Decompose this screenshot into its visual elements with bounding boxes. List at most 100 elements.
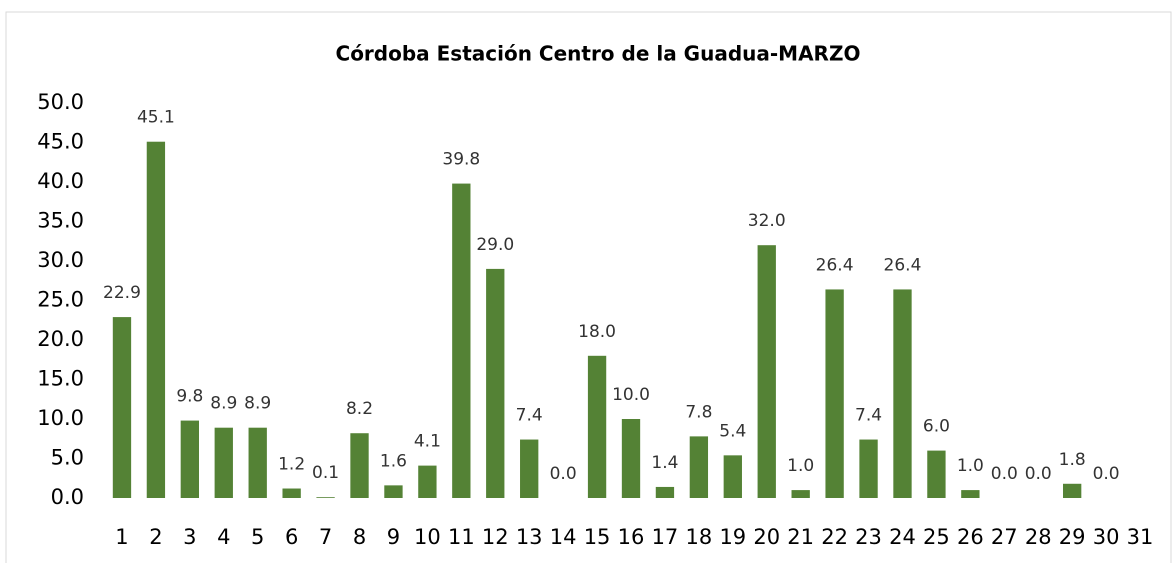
value-label: 7.4 xyxy=(516,406,543,426)
x-tick-label: 28 xyxy=(1025,525,1052,549)
x-tick-label: 30 xyxy=(1093,525,1120,549)
bar xyxy=(146,141,166,498)
x-tick-label: 8 xyxy=(353,525,366,549)
y-tick-label: 35.0 xyxy=(37,209,84,233)
x-tick-label: 7 xyxy=(319,525,332,549)
x-tick-label: 20 xyxy=(753,525,780,549)
value-label: 45.1 xyxy=(137,108,175,128)
y-tick-label: 25.0 xyxy=(37,288,84,312)
y-tick-label: 5.0 xyxy=(51,446,84,470)
bar xyxy=(859,439,878,498)
bar xyxy=(452,183,471,498)
bar xyxy=(927,450,946,498)
x-tick-label: 31 xyxy=(1127,525,1154,549)
x-tick-label: 5 xyxy=(251,525,264,549)
x-tick-label: 3 xyxy=(183,525,196,549)
value-label: 0.0 xyxy=(991,464,1018,484)
bar xyxy=(384,485,403,498)
bar xyxy=(961,490,980,498)
value-label: 39.8 xyxy=(442,150,480,170)
value-label: 0.0 xyxy=(1025,464,1052,484)
x-tick-label: 1 xyxy=(115,525,128,549)
x-tick-label: 18 xyxy=(686,525,713,549)
y-tick-label: 30.0 xyxy=(37,248,84,272)
x-tick-label: 25 xyxy=(923,525,950,549)
bar xyxy=(112,317,132,498)
y-tick-label: 10.0 xyxy=(37,406,84,430)
value-label: 8.9 xyxy=(210,394,237,414)
value-label: 26.4 xyxy=(884,255,922,275)
bar xyxy=(757,245,776,498)
y-tick-label: 50.0 xyxy=(37,90,84,114)
value-label: 1.4 xyxy=(651,453,678,473)
bar xyxy=(316,497,335,498)
value-label: 4.1 xyxy=(414,432,441,452)
bar xyxy=(520,439,539,498)
x-tick-label: 16 xyxy=(618,525,645,549)
bar xyxy=(418,465,437,498)
x-tick-label: 11 xyxy=(448,525,475,549)
bar xyxy=(723,455,742,498)
y-tick-label: 0.0 xyxy=(51,485,84,509)
value-label: 1.0 xyxy=(787,456,814,476)
x-tick-label: 9 xyxy=(387,525,400,549)
value-label: 29.0 xyxy=(476,235,514,255)
x-tick-label: 10 xyxy=(414,525,441,549)
x-tick-label: 26 xyxy=(957,525,984,549)
x-tick-label: 22 xyxy=(821,525,848,549)
value-label: 8.2 xyxy=(346,399,373,419)
value-label: 10.0 xyxy=(612,385,650,405)
bar xyxy=(282,488,301,498)
value-label: 8.9 xyxy=(244,394,271,414)
x-tick-label: 4 xyxy=(217,525,230,549)
value-label: 6.0 xyxy=(923,417,950,437)
x-tick-label: 6 xyxy=(285,525,298,549)
value-label: 32.0 xyxy=(748,211,786,231)
value-label: 1.8 xyxy=(1059,450,1086,470)
value-label: 7.8 xyxy=(685,402,712,422)
bar xyxy=(621,419,641,498)
bar xyxy=(486,268,505,498)
bar xyxy=(587,355,607,498)
x-tick-label: 24 xyxy=(889,525,916,549)
value-label: 18.0 xyxy=(578,322,616,342)
bar xyxy=(180,420,200,498)
y-tick-label: 15.0 xyxy=(37,367,84,391)
value-label: 1.2 xyxy=(278,455,305,475)
value-label: 22.9 xyxy=(103,283,141,303)
x-tick-label: 21 xyxy=(787,525,814,549)
chart-title: Córdoba Estación Centro de la Guadua-MAR… xyxy=(336,42,861,66)
x-tick-label: 12 xyxy=(482,525,509,549)
value-label: 1.0 xyxy=(957,456,984,476)
value-label: 26.4 xyxy=(816,255,854,275)
x-tick-label: 27 xyxy=(991,525,1018,549)
x-tick-label: 19 xyxy=(719,525,746,549)
value-label: 1.6 xyxy=(380,451,407,471)
value-label: 0.0 xyxy=(1093,464,1120,484)
y-tick-label: 20.0 xyxy=(37,327,84,351)
bar xyxy=(825,289,844,498)
bar xyxy=(1062,483,1082,498)
bar xyxy=(214,427,233,498)
x-tick-label: 15 xyxy=(584,525,611,549)
x-tick-label: 2 xyxy=(149,525,162,549)
bar xyxy=(689,436,709,498)
x-tick-label: 23 xyxy=(855,525,882,549)
y-tick-label: 45.0 xyxy=(37,130,84,154)
bar xyxy=(248,427,267,498)
x-tick-label: 13 xyxy=(516,525,543,549)
bar xyxy=(893,289,912,498)
bar xyxy=(350,433,369,498)
value-label: 7.4 xyxy=(855,406,882,426)
bar xyxy=(791,490,810,498)
value-label: 0.1 xyxy=(312,463,339,483)
x-tick-label: 17 xyxy=(652,525,679,549)
value-label: 9.8 xyxy=(176,387,203,407)
x-tick-label: 14 xyxy=(550,525,577,549)
bar xyxy=(655,486,675,498)
x-tick-label: 29 xyxy=(1059,525,1086,549)
value-label: 5.4 xyxy=(719,421,746,441)
value-label: 0.0 xyxy=(550,464,577,484)
y-tick-label: 40.0 xyxy=(37,169,84,193)
